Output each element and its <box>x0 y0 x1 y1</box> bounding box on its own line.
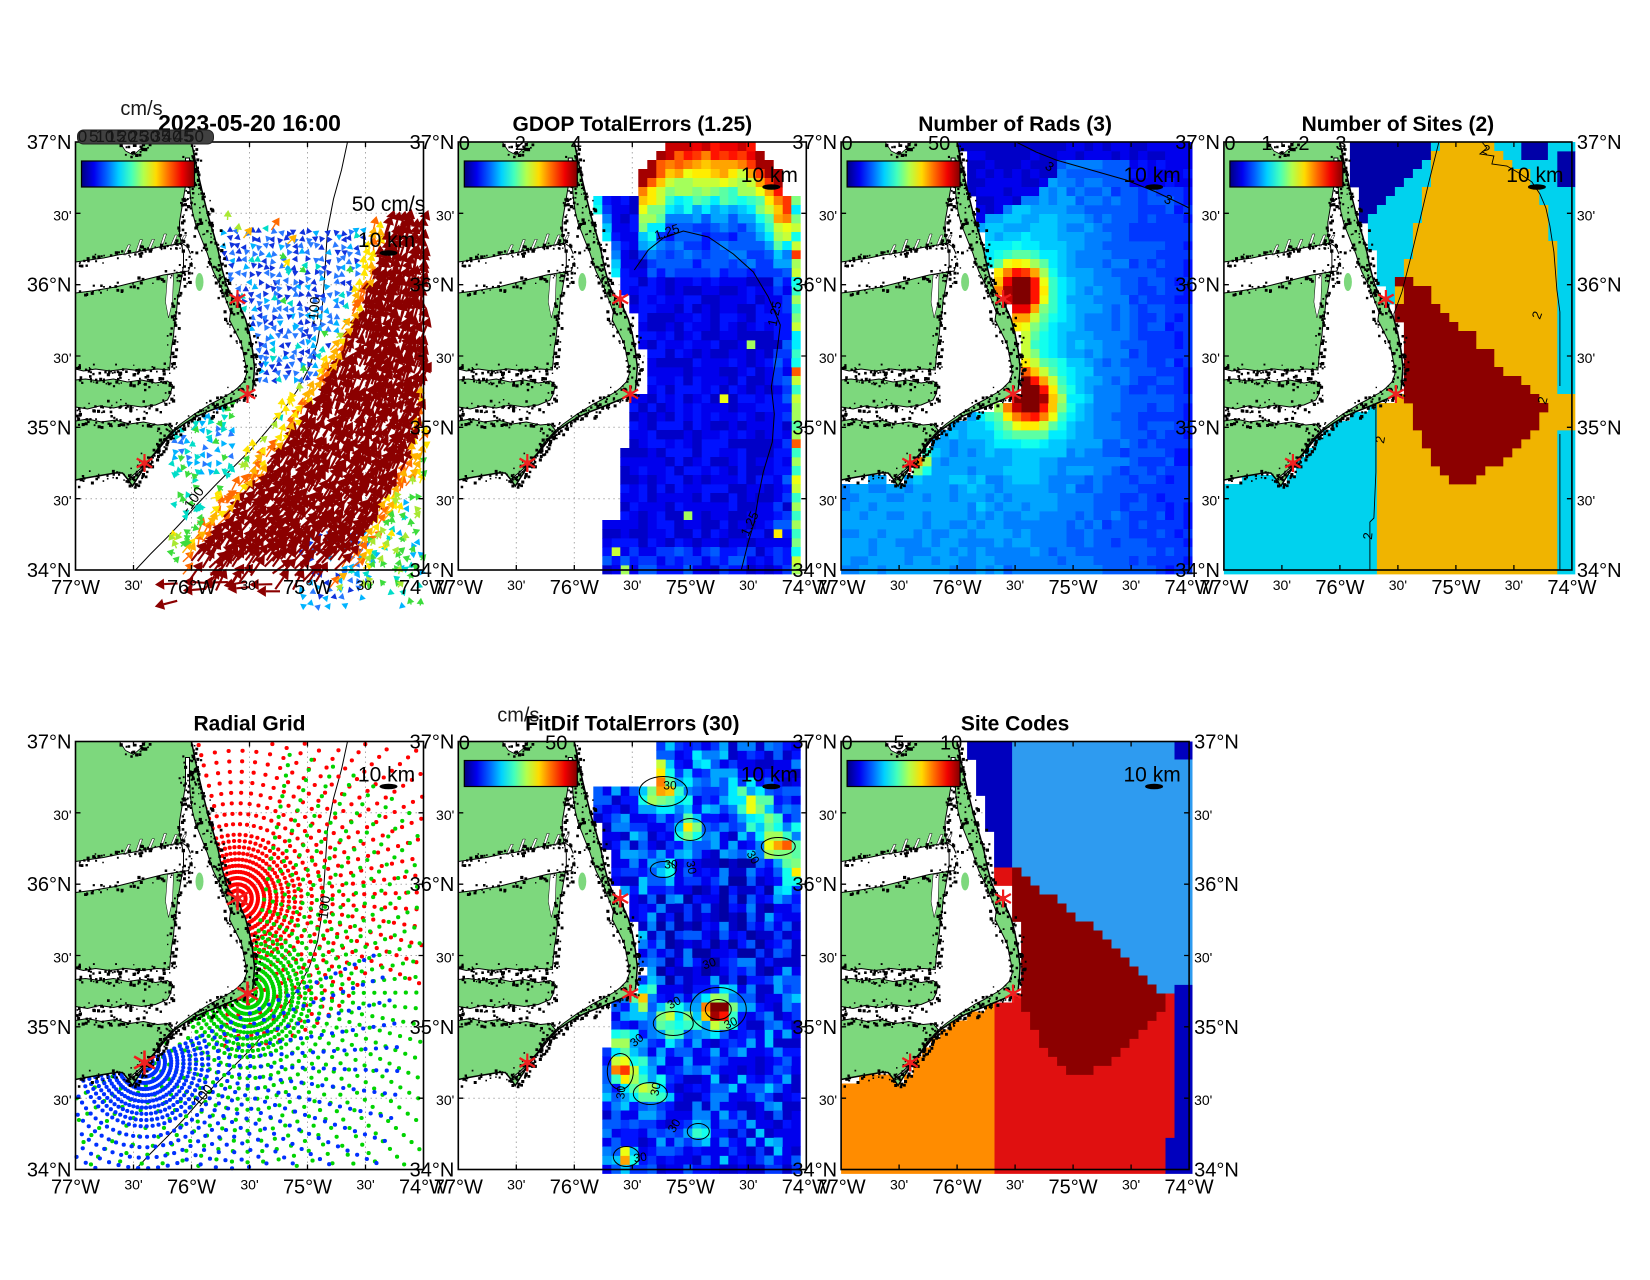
svg-text:5: 5 <box>89 127 98 146</box>
svg-text:2: 2 <box>1529 309 1546 321</box>
svg-text:0: 0 <box>459 133 470 155</box>
svg-text:Site Codes: Site Codes <box>961 713 1070 736</box>
svg-text:1.25: 1.25 <box>765 300 785 328</box>
svg-text:30: 30 <box>722 1014 740 1032</box>
svg-text:4: 4 <box>571 133 582 155</box>
svg-text:0: 0 <box>1224 133 1235 155</box>
svg-text:30: 30 <box>664 858 678 872</box>
svg-text:30: 30 <box>701 954 719 972</box>
svg-text:-100: -100 <box>305 296 323 326</box>
svg-text:2: 2 <box>515 133 526 155</box>
svg-text:30: 30 <box>140 127 159 146</box>
svg-text:30: 30 <box>744 848 763 867</box>
svg-text:10: 10 <box>940 733 962 755</box>
svg-text:30: 30 <box>613 1085 628 1100</box>
svg-text:0: 0 <box>842 133 853 155</box>
svg-text:1: 1 <box>1261 133 1272 155</box>
svg-text:0: 0 <box>842 733 853 755</box>
svg-text:Number of Rads (3): Number of Rads (3) <box>918 113 1112 136</box>
svg-text:30: 30 <box>632 1149 648 1165</box>
svg-text:30: 30 <box>665 993 684 1012</box>
svg-text:0: 0 <box>459 733 470 755</box>
svg-text:50: 50 <box>545 733 567 755</box>
svg-text:Number of Sites (2): Number of Sites (2) <box>1302 113 1495 136</box>
svg-text:2: 2 <box>1360 532 1376 541</box>
svg-text:0: 0 <box>78 127 87 146</box>
svg-text:2: 2 <box>1534 395 1550 406</box>
svg-text:1.25: 1.25 <box>653 221 682 243</box>
svg-text:30: 30 <box>663 779 677 793</box>
svg-text:20: 20 <box>118 127 137 146</box>
svg-text:5: 5 <box>894 733 905 755</box>
svg-text:35: 35 <box>151 127 170 146</box>
svg-text:50: 50 <box>185 127 204 146</box>
svg-text:30: 30 <box>683 860 699 876</box>
svg-text:Radial Grid: Radial Grid <box>193 713 305 736</box>
svg-text:45: 45 <box>174 127 193 146</box>
svg-text:3: 3 <box>1335 133 1346 155</box>
svg-text:25: 25 <box>129 127 148 146</box>
svg-text:30: 30 <box>665 1116 684 1135</box>
svg-text:cm/s: cm/s <box>497 705 539 727</box>
svg-text:10 km: 10 km <box>358 229 415 252</box>
svg-text:2: 2 <box>1372 435 1388 445</box>
svg-text:10: 10 <box>95 127 114 146</box>
svg-text:2: 2 <box>1298 133 1309 155</box>
svg-text:FitDif TotalErrors (30): FitDif TotalErrors (30) <box>525 713 739 736</box>
svg-text:cm/s: cm/s <box>120 98 162 120</box>
svg-text:50: 50 <box>928 133 950 155</box>
svg-text:40: 40 <box>163 127 182 146</box>
svg-text:50 cm/s: 50 cm/s <box>352 193 426 216</box>
svg-text:15: 15 <box>107 127 126 146</box>
svg-text:30: 30 <box>647 1081 663 1097</box>
svg-text:GDOP TotalErrors (1.25): GDOP TotalErrors (1.25) <box>512 113 752 136</box>
svg-text:100: 100 <box>315 895 334 920</box>
